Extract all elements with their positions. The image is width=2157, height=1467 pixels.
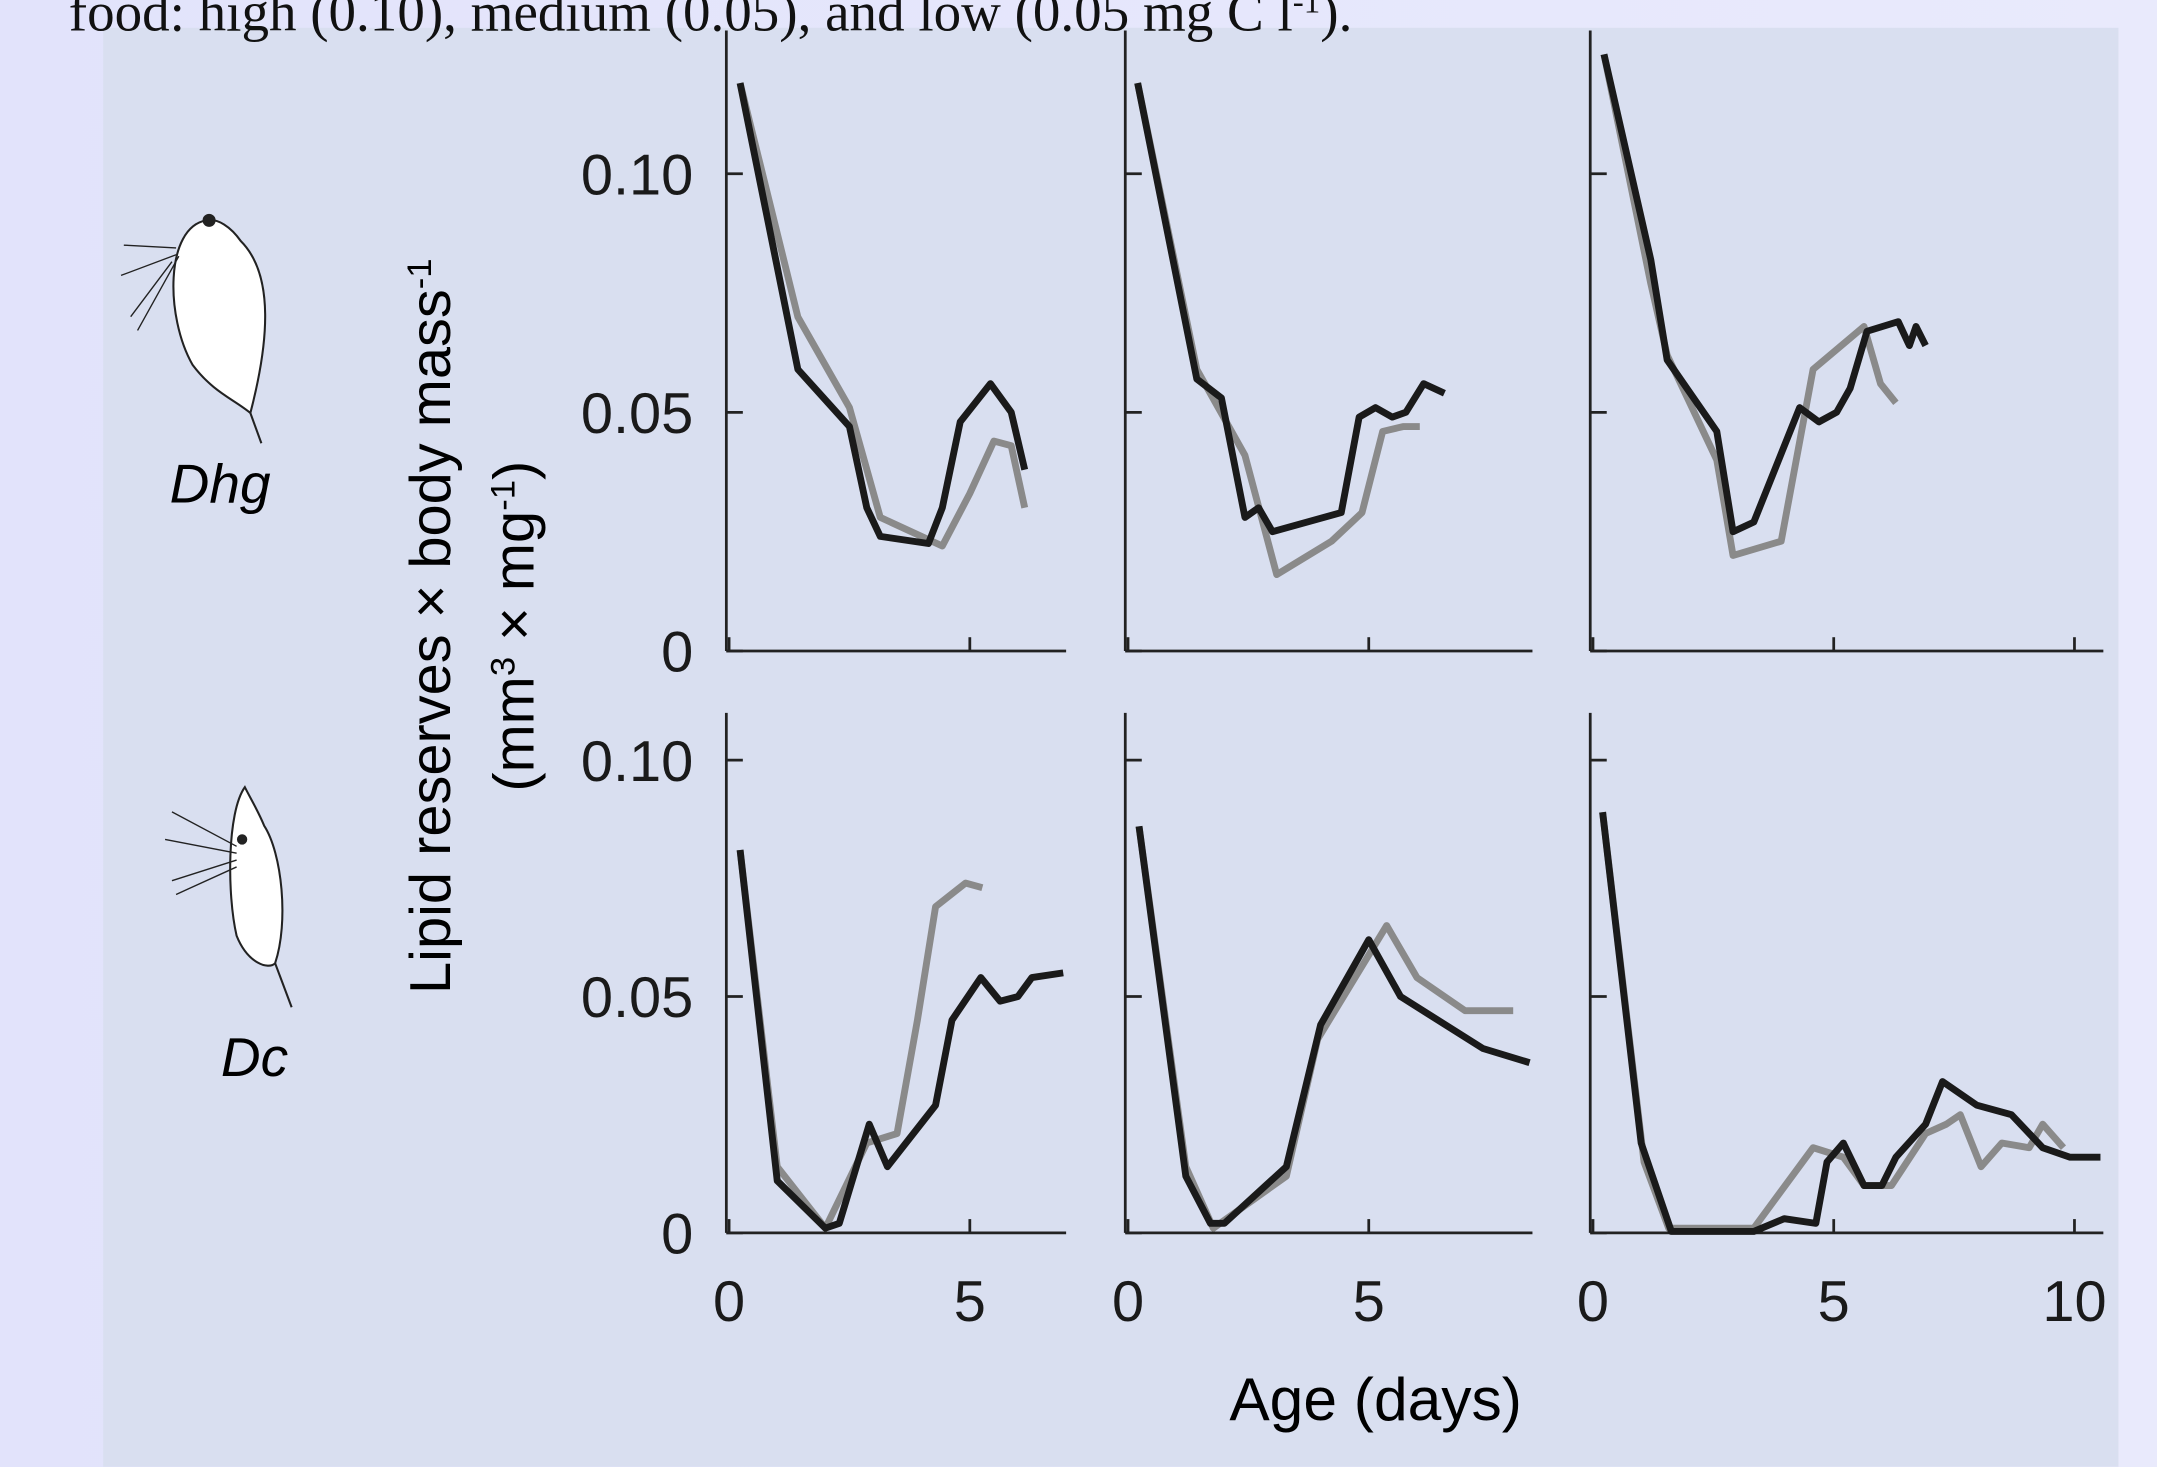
text-segment: (mm: [483, 676, 547, 791]
caption: food: high (0.10), medium (0.05), and lo…: [69, 0, 1353, 43]
x-tick-label: 5: [1353, 1270, 1385, 1334]
x-tick-label: 0: [1577, 1270, 1609, 1334]
text-segment: × mg: [483, 511, 547, 657]
y-tick-label: 0: [661, 621, 693, 685]
daphnia-dc: [164, 785, 293, 1008]
superscript: 3: [485, 657, 523, 676]
data-line: [736, 82, 1029, 550]
x-tick-label: 5: [954, 1270, 986, 1334]
y-tick-label: 0.10: [581, 143, 693, 207]
text-segment: ): [483, 461, 547, 480]
row-label: Dc: [221, 1026, 288, 1088]
superscript: -1: [401, 258, 439, 289]
y-axis-label: (mm3 × mg-1): [483, 461, 547, 792]
x-tick-label: 0: [713, 1270, 745, 1334]
superscript: -1: [485, 480, 523, 511]
data-line: [736, 849, 1064, 1232]
data-line: [1135, 825, 1531, 1227]
y-tick-label: 0: [661, 1202, 693, 1266]
y-axis-label: Lipid reserves × body mass-1: [399, 258, 463, 994]
x-tick-label: 10: [2042, 1270, 2106, 1334]
daphnia-dhg: [120, 213, 267, 444]
data-line: [1134, 82, 1420, 579]
y-tick-label: 0.10: [581, 730, 693, 794]
text-segment: ).: [1320, 0, 1352, 43]
y-tick-label: 0.05: [581, 966, 693, 1030]
x-axis-label: Age (days): [1229, 1365, 1522, 1433]
x-tick-label: 0: [1112, 1270, 1144, 1334]
x-tick-label: 5: [1818, 1270, 1850, 1334]
superscript: -1: [1293, 0, 1321, 21]
row-label: Dhg: [170, 452, 271, 514]
data-line: [736, 849, 984, 1232]
data-line: [1600, 53, 1929, 536]
data-line: [736, 82, 1029, 547]
text-segment: Lipid reserves × body mass: [399, 289, 463, 994]
data-line: [1134, 82, 1446, 536]
figure-panel: [103, 27, 2119, 1467]
y-tick-label: 0.05: [581, 382, 693, 446]
text-segment: food: high (0.10), medium (0.05), and lo…: [69, 0, 1293, 43]
data-line: [1599, 811, 2101, 1235]
